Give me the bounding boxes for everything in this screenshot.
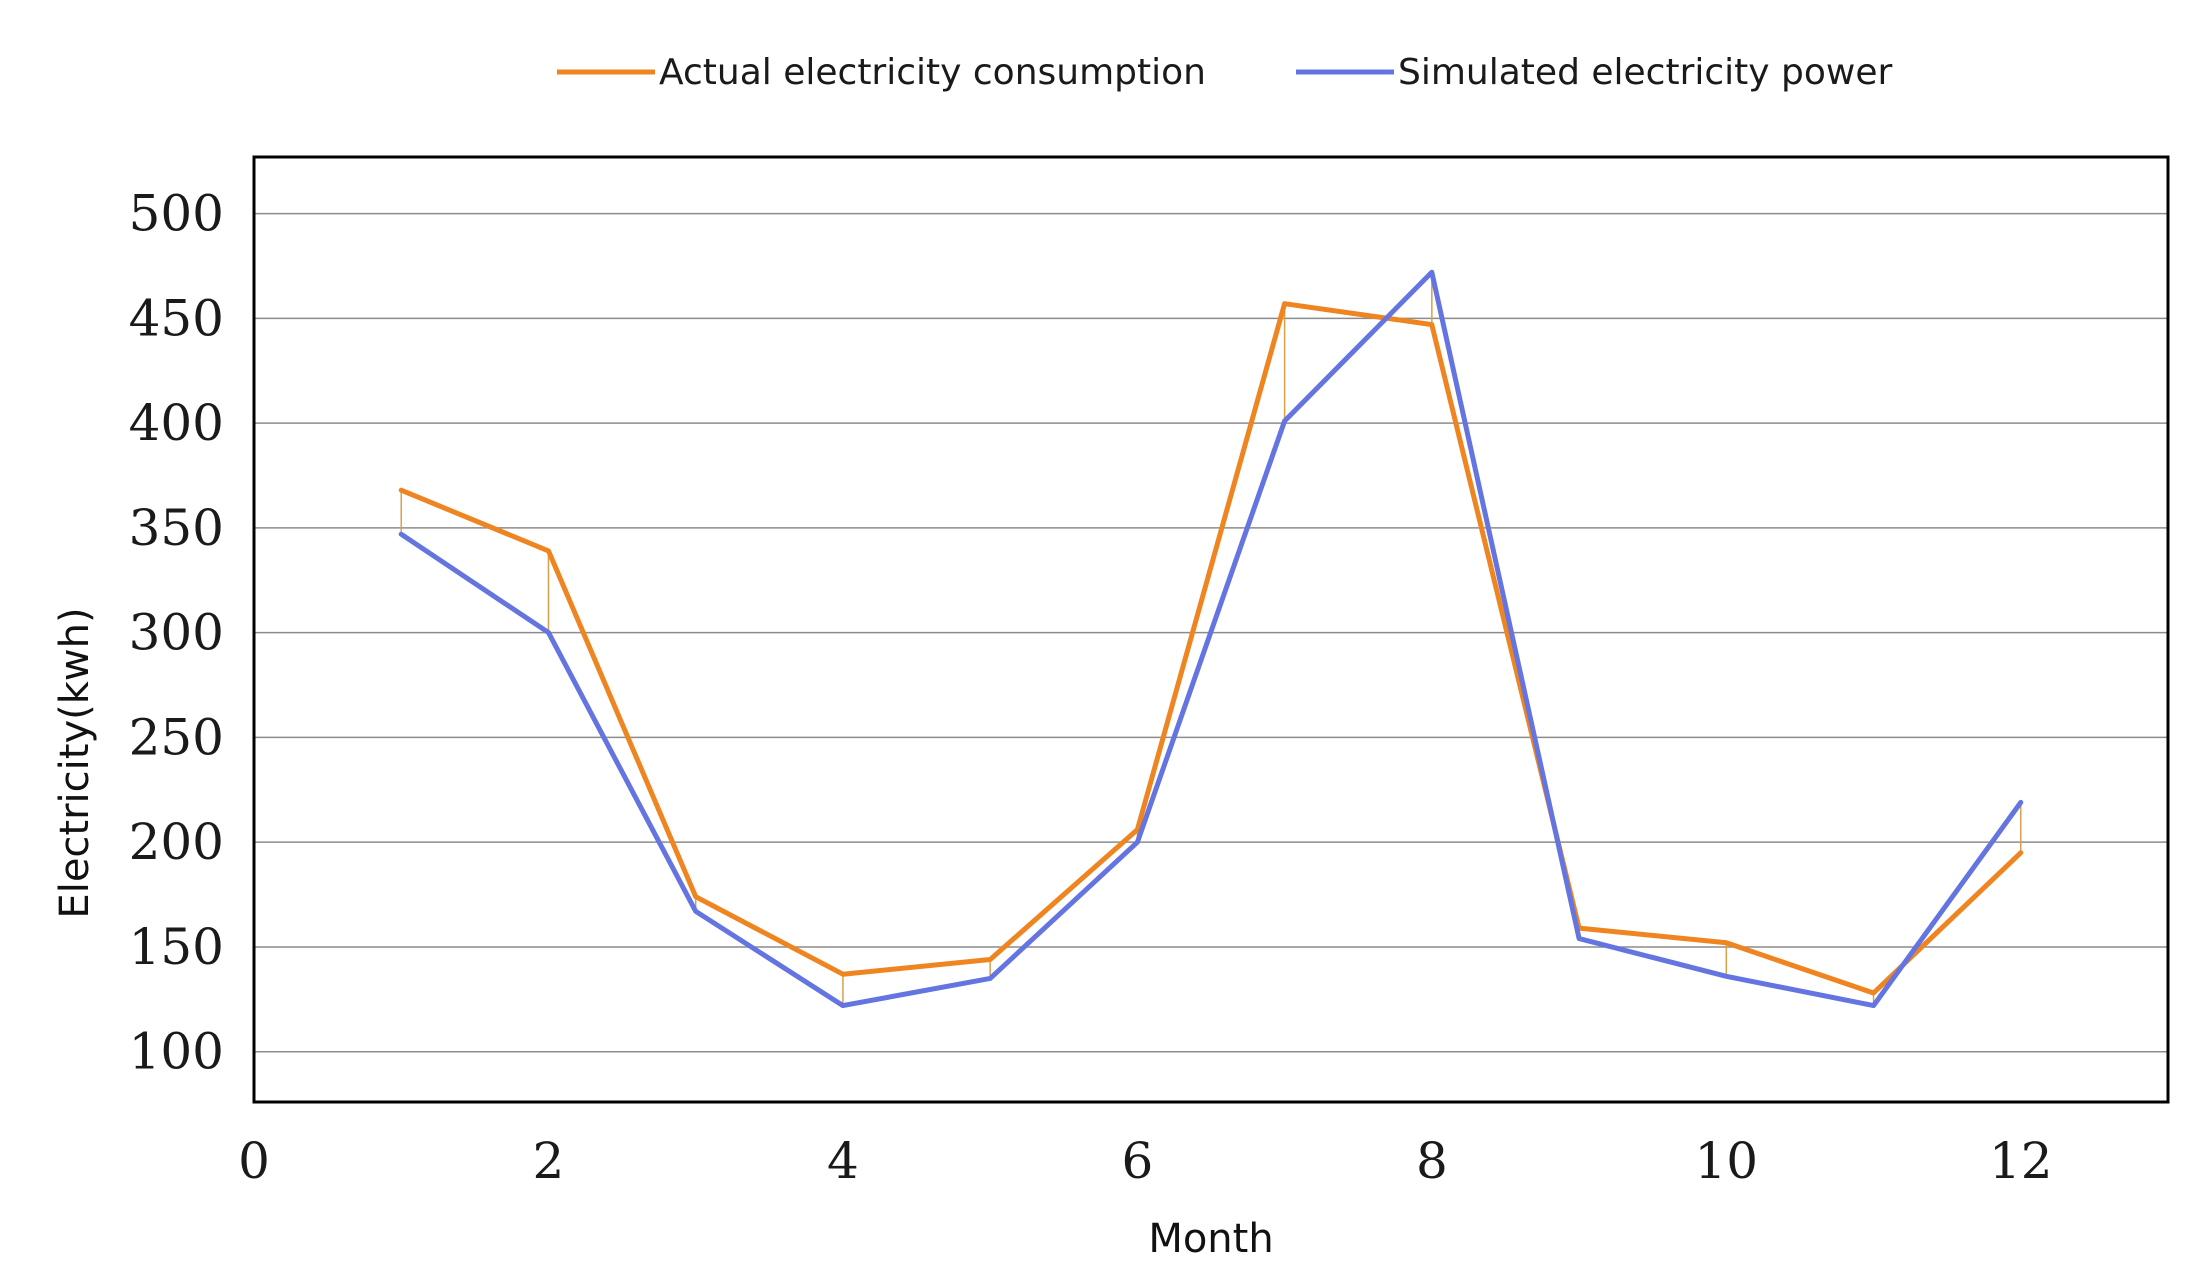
y-tick-label: 150: [129, 918, 224, 976]
data-point: [695, 896, 697, 898]
x-tick-label: 6: [1121, 1132, 1153, 1190]
data-point: [1431, 324, 1433, 326]
data-point: [2020, 852, 2022, 854]
plot-frame: [252, 155, 2170, 1104]
x-tick-label: 4: [827, 1132, 859, 1190]
data-point: [1136, 841, 1138, 843]
data-point: [1578, 938, 1580, 940]
y-tick-label: 500: [129, 185, 224, 243]
y-axis-ticks: 100 150 200 250 300 350 400 450 500: [129, 185, 224, 1081]
data-point: [400, 489, 402, 491]
series-line-actual: [398, 301, 2024, 996]
series-line-simulated: [398, 269, 2024, 1009]
data-point: [1725, 942, 1727, 944]
x-axis-ticks: 0 2 4 6 8 10 12: [238, 1132, 2052, 1190]
y-tick-label: 200: [129, 813, 224, 871]
x-tick-label: 10: [1694, 1132, 1758, 1190]
data-point: [1284, 303, 1286, 305]
legend-label-simulated: Simulated electricity power: [1398, 52, 1892, 93]
data-point: [989, 977, 991, 979]
data-point: [842, 973, 844, 975]
data-point: [1431, 271, 1433, 273]
y-tick-label: 450: [129, 289, 224, 347]
data-point: [842, 1005, 844, 1007]
x-tick-label: 12: [1989, 1132, 2053, 1190]
y-tick-label: 100: [129, 1023, 224, 1081]
data-point: [1873, 992, 1875, 994]
y-tick-label: 300: [129, 604, 224, 662]
x-axis-title: Month: [1148, 1216, 1273, 1262]
y-axis-title: Electricity(kwh): [52, 607, 98, 918]
y-tick-label: 350: [129, 499, 224, 557]
data-point: [547, 550, 549, 552]
data-point: [1725, 975, 1727, 977]
series-lines: [398, 269, 2024, 1009]
data-point: [989, 959, 991, 961]
data-point: [695, 910, 697, 912]
x-tick-label: 0: [238, 1132, 270, 1190]
x-tick-label: 2: [533, 1132, 565, 1190]
data-point: [400, 533, 402, 535]
legend-label-actual: Actual electricity consumption: [659, 52, 1206, 93]
data-point: [1873, 1005, 1875, 1007]
data-point: [547, 632, 549, 634]
y-tick-label: 250: [129, 708, 224, 766]
data-point: [1284, 420, 1286, 422]
y-tick-label: 400: [129, 394, 224, 452]
x-tick-label: 8: [1416, 1132, 1448, 1190]
data-point: [1136, 829, 1138, 831]
legend[interactable]: Actual electricity consumption Simulated…: [557, 52, 1892, 93]
data-point: [2020, 801, 2022, 803]
